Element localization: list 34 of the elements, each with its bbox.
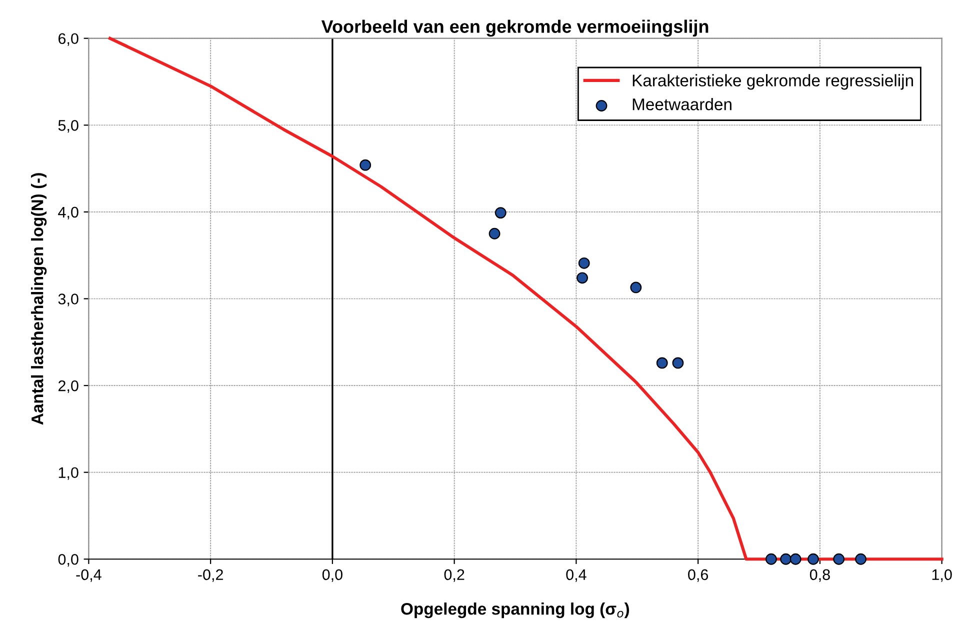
point [855,553,866,565]
y-tick-label: 0,0 [58,554,78,567]
x-tick-label: 0,8 [810,569,830,582]
y-tick-label: 4,0 [58,206,78,220]
point [360,159,372,171]
point [488,228,500,240]
x-tick-label: 0,6 [688,569,708,582]
point [578,257,590,269]
y-tick-label: 6,0 [58,33,78,46]
legend-label: Karakteristieke gekromde regressielijn [632,74,913,90]
y-tick-label: 3,0 [58,294,78,306]
x-tick-label: 0,0 [322,569,342,582]
x-tick-label: 1,0 [932,569,952,582]
x-tick-label: -0,2 [198,569,223,582]
x-axis-title: Opgelegde spanning log (σ$_{o}$) [401,602,630,618]
point [630,282,642,294]
legend-label: Meetwaarden [632,98,732,110]
y-axis-title: Aantal lastherhalingen log(N) (-) [31,173,47,425]
x-tick-label: -0,4 [76,569,102,582]
point [833,553,845,565]
point [656,357,668,369]
point [576,272,588,284]
y-tick-label: 5,0 [58,120,78,133]
chart-title: Voorbeeld van een gekromde vermoeiingslijn [321,20,708,37]
point [808,553,819,565]
point [765,553,777,565]
point [494,207,506,219]
point [672,357,684,369]
x-tick-label: 0,2 [444,569,464,582]
point [780,553,792,565]
point [790,553,802,565]
x-tick-label: 0,4 [566,569,586,582]
y-tick-label: 2,0 [58,380,78,394]
y-tick-label: 1,0 [58,467,78,480]
